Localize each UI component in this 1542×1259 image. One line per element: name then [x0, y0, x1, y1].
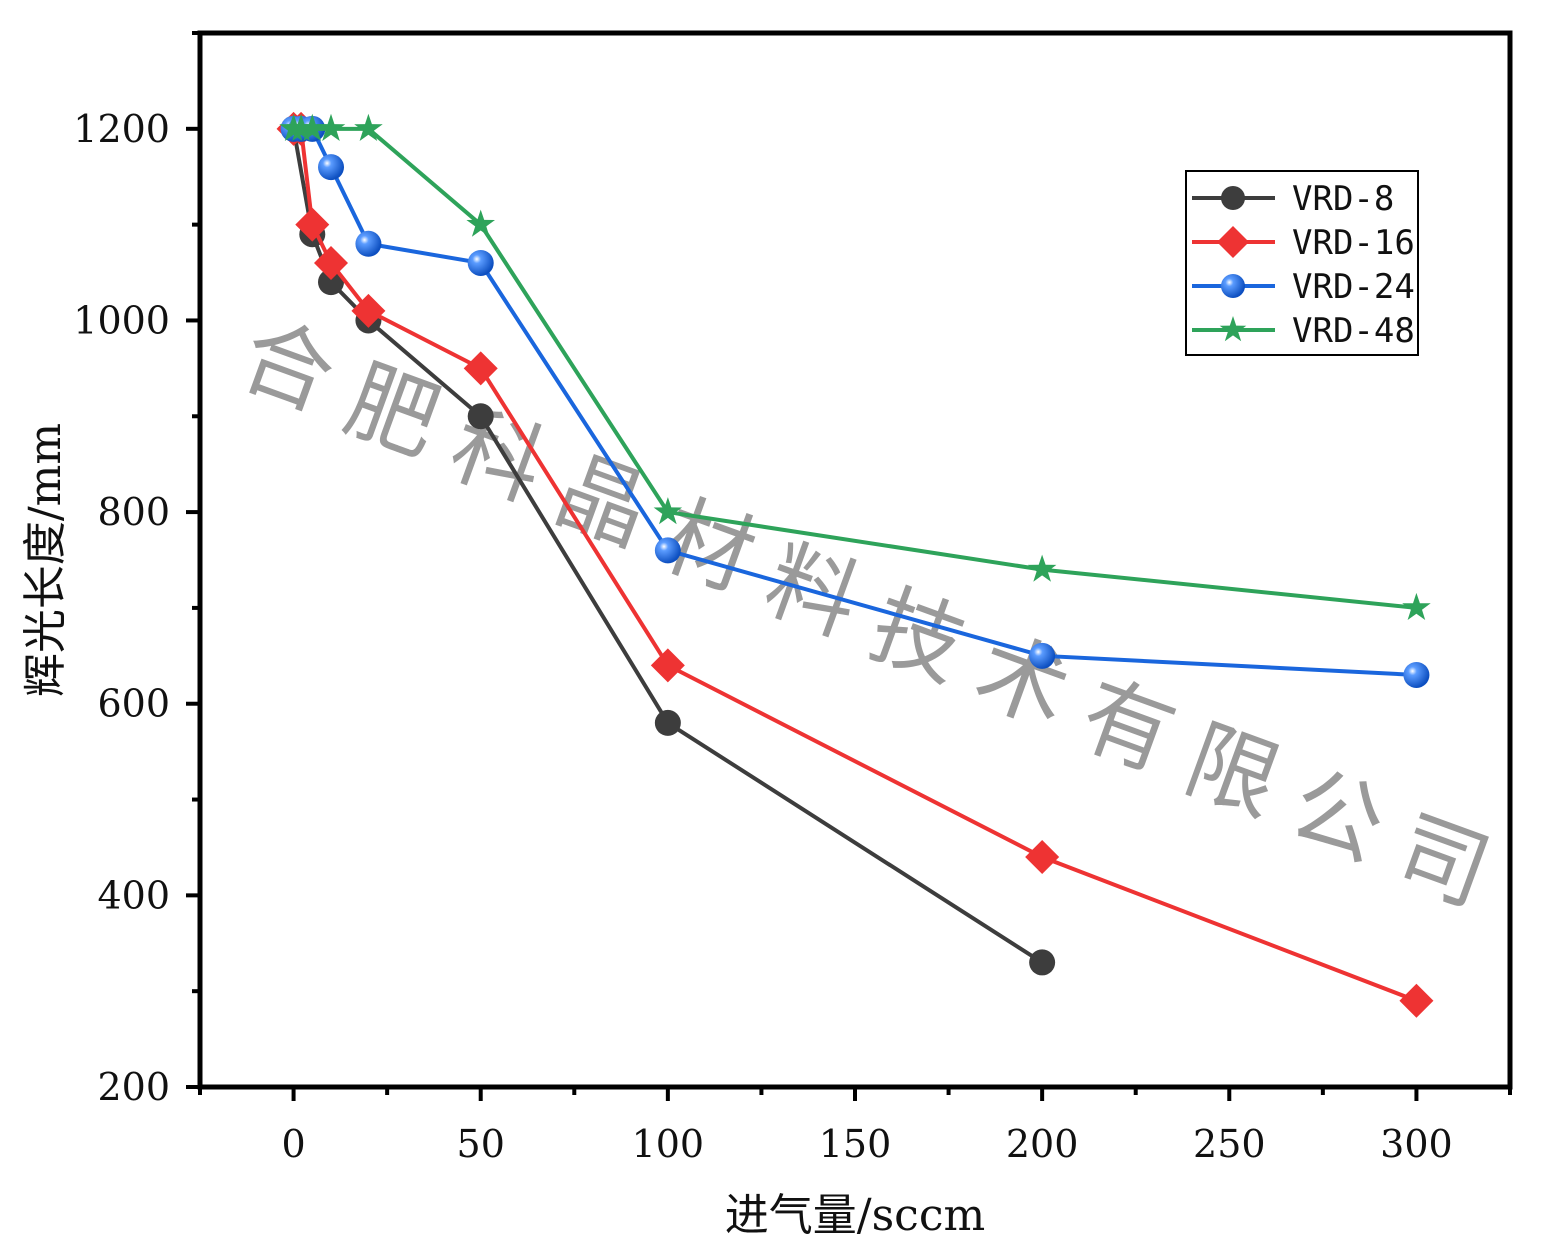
legend-label: VRD-16: [1292, 223, 1415, 263]
watermark-char: 限: [1172, 707, 1292, 836]
data-point-diamond: [1217, 226, 1249, 258]
watermark-char: 有: [1067, 662, 1187, 791]
y-tick-label: 1200: [73, 107, 170, 151]
data-point-sphere: [1221, 274, 1245, 298]
data-point-star: [1402, 592, 1431, 620]
data-point-sphere: [467, 249, 494, 276]
data-point-diamond: [650, 648, 685, 683]
y-axis-label: 辉光长度/mm: [20, 423, 71, 697]
data-point-diamond: [1025, 840, 1060, 875]
watermark-char: 肥: [332, 347, 452, 476]
data-point-star: [653, 497, 683, 525]
x-tick-label: 100: [632, 1122, 705, 1166]
watermark-char: 合: [227, 302, 347, 431]
y-tick-label: 1000: [73, 298, 170, 342]
watermark-char: 公: [1277, 752, 1397, 881]
data-point-sphere: [654, 537, 681, 564]
legend-label: VRD-24: [1292, 267, 1415, 307]
data-point-star: [466, 209, 495, 237]
legend-item: VRD-8: [1192, 179, 1394, 219]
data-point-sphere: [1029, 642, 1056, 669]
data-point-sphere: [355, 230, 382, 257]
y-tick-label: 800: [97, 490, 170, 534]
x-tick-label: 200: [1006, 1122, 1079, 1166]
legend-item: VRD-24: [1192, 267, 1415, 307]
data-point-circle: [1221, 186, 1245, 210]
legend-label: VRD-8: [1292, 179, 1394, 219]
x-tick-label: 0: [281, 1122, 305, 1166]
data-point-diamond: [314, 245, 348, 280]
data-point-circle: [654, 709, 681, 736]
y-tick-label: 600: [97, 682, 170, 726]
data-point-diamond: [295, 207, 330, 242]
series-group: [276, 111, 1434, 1018]
data-point-diamond: [463, 351, 498, 386]
data-point-sphere: [1403, 661, 1430, 688]
data-point-circle: [318, 269, 344, 296]
watermark-char: 技: [857, 572, 977, 701]
data-point-sphere: [318, 154, 344, 181]
watermark-char: 科: [437, 392, 557, 521]
data-point-star: [1219, 316, 1247, 342]
legend-item: VRD-48: [1192, 311, 1415, 351]
data-point-diamond: [1399, 983, 1434, 1018]
legend-item: VRD-16: [1192, 223, 1415, 263]
legend-label: VRD-48: [1292, 311, 1415, 351]
data-point-star: [1027, 554, 1057, 582]
y-tick-label: 200: [97, 1065, 170, 1109]
x-tick-label: 250: [1193, 1122, 1266, 1166]
x-axis-label: 进气量/sccm: [725, 1190, 985, 1241]
data-point-circle: [1029, 949, 1056, 976]
data-point-circle: [467, 403, 494, 430]
data-point-diamond: [351, 293, 386, 328]
data-point-star: [286, 113, 316, 141]
data-point-star: [316, 113, 346, 141]
y-tick-label: 400: [97, 873, 170, 917]
x-tick-label: 300: [1380, 1122, 1453, 1166]
x-tick-label: 50: [457, 1122, 505, 1166]
watermark-char: 司: [1382, 797, 1502, 926]
data-point-star: [298, 113, 327, 141]
series-vrd-48: [279, 113, 1431, 620]
axes: 0 50 100 150 200 250 300 200 400 600 800 1000 1200: [73, 30, 1513, 1166]
x-tick-label: 150: [819, 1122, 892, 1166]
data-point-star: [354, 113, 383, 141]
